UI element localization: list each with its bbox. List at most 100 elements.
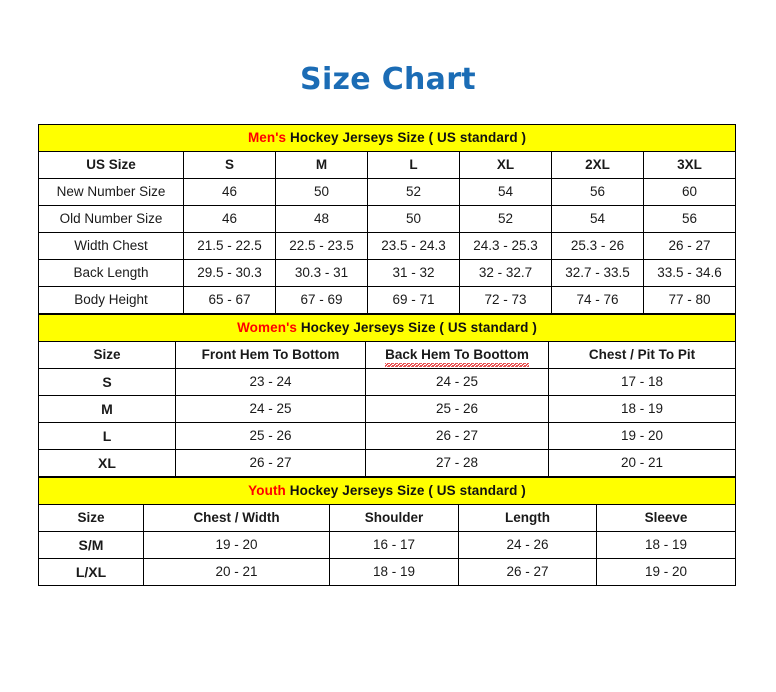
mens-row-1-cell-2: 50 xyxy=(367,205,460,233)
mens-row-2-cell-0: 21.5 - 22.5 xyxy=(183,232,276,260)
youth-banner-row: Youth Hockey Jerseys Size ( US standard … xyxy=(37,477,737,505)
womens-banner-category: Women's xyxy=(237,320,297,335)
womens-row-1-label: M xyxy=(38,395,176,423)
size-chart-tables: Men's Hockey Jerseys Size ( US standard … xyxy=(37,124,737,586)
mens-row-3-cell-1: 30.3 - 31 xyxy=(275,259,368,287)
mens-col-3: L xyxy=(367,151,460,179)
mens-row-0-cell-0: 46 xyxy=(183,178,276,206)
mens-row-2-label: Width Chest xyxy=(38,232,184,260)
youth-header-row: Size Chest / Width Shoulder Length Sleev… xyxy=(38,504,737,532)
womens-banner: Women's Hockey Jerseys Size ( US standar… xyxy=(37,314,737,342)
womens-row-1-cell-2: 18 - 19 xyxy=(547,395,737,423)
womens-row-0-cell-0: 23 - 24 xyxy=(175,368,366,396)
mens-row-1-cell-4: 54 xyxy=(551,205,644,233)
youth-row-0-cell-1: 16 - 17 xyxy=(329,531,459,559)
youth-row-1-cell-2: 26 - 27 xyxy=(458,558,597,586)
mens-banner-rest: Hockey Jerseys Size ( US standard ) xyxy=(286,130,527,145)
mens-row-0-cell-4: 56 xyxy=(551,178,644,206)
mens-row-1-cell-1: 48 xyxy=(275,205,368,233)
table-row: XL 26 - 27 27 - 28 20 - 21 xyxy=(38,449,737,477)
table-row: M 24 - 25 25 - 26 18 - 19 xyxy=(38,395,737,423)
mens-row-4-label: Body Height xyxy=(38,286,184,314)
mens-row-4-cell-1: 67 - 69 xyxy=(275,286,368,314)
mens-row-3-cell-4: 32.7 - 33.5 xyxy=(551,259,644,287)
mens-row-3-cell-3: 32 - 32.7 xyxy=(459,259,552,287)
youth-size-table: Youth Hockey Jerseys Size ( US standard … xyxy=(37,477,737,586)
womens-row-1-cell-1: 25 - 26 xyxy=(365,395,549,423)
womens-col-3: Chest / Pit To Pit xyxy=(547,341,737,369)
mens-row-3-cell-2: 31 - 32 xyxy=(367,259,460,287)
youth-col-4: Sleeve xyxy=(595,504,737,532)
table-row: S 23 - 24 24 - 25 17 - 18 xyxy=(38,368,737,396)
mens-row-1-cell-0: 46 xyxy=(183,205,276,233)
womens-row-2-cell-2: 19 - 20 xyxy=(547,422,737,450)
mens-row-0-cell-2: 52 xyxy=(367,178,460,206)
mens-banner-row: Men's Hockey Jerseys Size ( US standard … xyxy=(37,124,737,152)
youth-row-0-cell-2: 24 - 26 xyxy=(458,531,597,559)
womens-row-3-cell-1: 27 - 28 xyxy=(365,449,549,477)
mens-row-0-cell-3: 54 xyxy=(459,178,552,206)
mens-row-4-cell-4: 74 - 76 xyxy=(551,286,644,314)
mens-row-4-cell-3: 72 - 73 xyxy=(459,286,552,314)
mens-row-0-label: New Number Size xyxy=(38,178,184,206)
mens-col-0: US Size xyxy=(38,151,184,179)
womens-row-3-label: XL xyxy=(38,449,176,477)
womens-row-2-label: L xyxy=(38,422,176,450)
mens-row-0-cell-5: 60 xyxy=(642,178,737,206)
mens-col-6: 3XL xyxy=(642,151,737,179)
womens-row-1-cell-0: 24 - 25 xyxy=(175,395,366,423)
youth-row-0-cell-3: 18 - 19 xyxy=(595,531,737,559)
womens-banner-row: Women's Hockey Jerseys Size ( US standar… xyxy=(37,314,737,342)
mens-row-3-cell-5: 33.5 - 34.6 xyxy=(642,259,737,287)
mens-row-1-cell-3: 52 xyxy=(459,205,552,233)
womens-row-2-cell-1: 26 - 27 xyxy=(365,422,549,450)
womens-row-3-cell-0: 26 - 27 xyxy=(175,449,366,477)
womens-row-0-cell-1: 24 - 25 xyxy=(365,368,549,396)
youth-banner: Youth Hockey Jerseys Size ( US standard … xyxy=(37,477,737,505)
womens-size-table: Women's Hockey Jerseys Size ( US standar… xyxy=(37,314,737,477)
womens-col-1: Front Hem To Bottom xyxy=(175,341,366,369)
mens-row-3-cell-0: 29.5 - 30.3 xyxy=(183,259,276,287)
table-row: Width Chest 21.5 - 22.5 22.5 - 23.5 23.5… xyxy=(38,232,737,260)
mens-row-2-cell-2: 23.5 - 24.3 xyxy=(367,232,460,260)
mens-row-4-cell-5: 77 - 80 xyxy=(642,286,737,314)
youth-row-1-cell-0: 20 - 21 xyxy=(143,558,330,586)
youth-row-0-label: S/M xyxy=(38,531,144,559)
mens-banner-category: Men's xyxy=(247,130,287,145)
mens-col-4: XL xyxy=(459,151,552,179)
mens-row-2-cell-1: 22.5 - 23.5 xyxy=(275,232,368,260)
mens-row-2-cell-5: 26 - 27 xyxy=(642,232,737,260)
mens-row-0-cell-1: 50 xyxy=(275,178,368,206)
mens-row-1-label: Old Number Size xyxy=(38,205,184,233)
youth-col-0: Size xyxy=(38,504,144,532)
womens-row-0-cell-2: 17 - 18 xyxy=(547,368,737,396)
youth-row-1-cell-3: 19 - 20 xyxy=(595,558,737,586)
womens-banner-rest: Hockey Jerseys Size ( US standard ) xyxy=(296,320,537,335)
table-row: New Number Size 46 50 52 54 56 60 xyxy=(38,178,737,206)
table-row: Back Length 29.5 - 30.3 30.3 - 31 31 - 3… xyxy=(38,259,737,287)
page-title: Size Chart xyxy=(300,62,476,97)
womens-col-2-misspelled: Back Hem To Boottom xyxy=(385,343,529,368)
spellcheck-underline-icon xyxy=(385,363,529,367)
womens-header-row: Size Front Hem To Bottom Back Hem To Boo… xyxy=(38,341,737,369)
mens-size-table: Men's Hockey Jerseys Size ( US standard … xyxy=(37,124,737,314)
mens-col-5: 2XL xyxy=(551,151,644,179)
mens-col-1: S xyxy=(183,151,276,179)
table-row: L/XL 20 - 21 18 - 19 26 - 27 19 - 20 xyxy=(38,558,737,586)
youth-col-1: Chest / Width xyxy=(143,504,330,532)
table-row: S/M 19 - 20 16 - 17 24 - 26 18 - 19 xyxy=(38,531,737,559)
youth-banner-rest: Hockey Jerseys Size ( US standard ) xyxy=(285,483,526,498)
mens-row-1-cell-5: 56 xyxy=(642,205,737,233)
womens-row-2-cell-0: 25 - 26 xyxy=(175,422,366,450)
youth-row-1-label: L/XL xyxy=(38,558,144,586)
womens-row-3-cell-2: 20 - 21 xyxy=(547,449,737,477)
table-row: L 25 - 26 26 - 27 19 - 20 xyxy=(38,422,737,450)
womens-row-0-label: S xyxy=(38,368,176,396)
mens-col-2: M xyxy=(275,151,368,179)
mens-header-row: US Size S M L XL 2XL 3XL xyxy=(38,151,737,179)
youth-banner-category: Youth xyxy=(248,483,286,498)
womens-col-0: Size xyxy=(38,341,176,369)
youth-row-1-cell-1: 18 - 19 xyxy=(329,558,459,586)
youth-col-3: Length xyxy=(458,504,597,532)
mens-row-3-label: Back Length xyxy=(38,259,184,287)
